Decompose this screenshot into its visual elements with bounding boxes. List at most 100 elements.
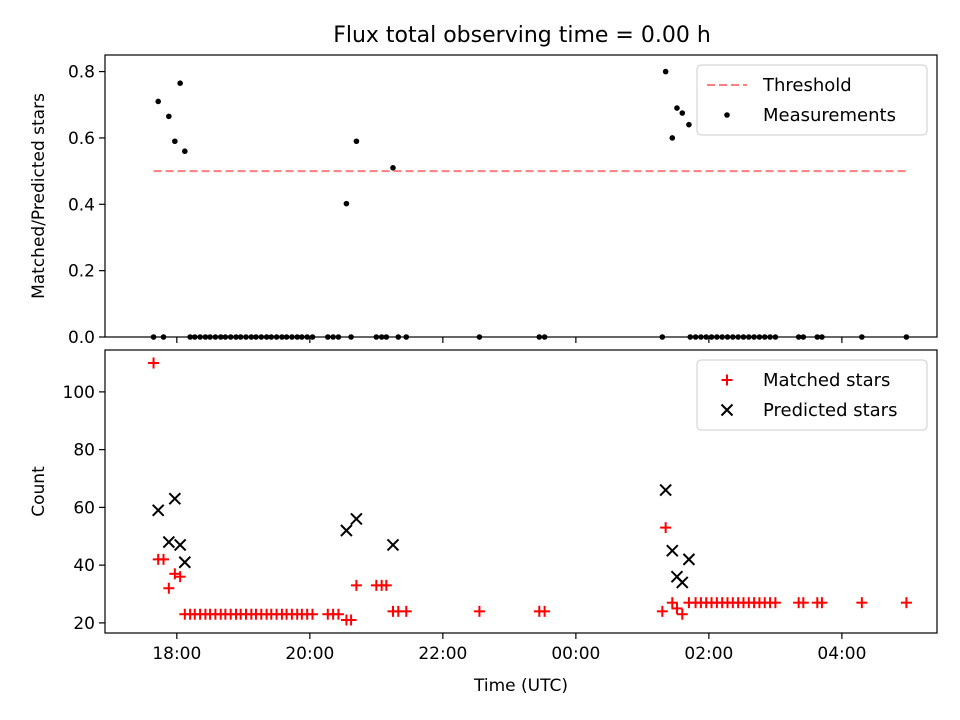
measurement-point xyxy=(698,334,704,340)
measurement-point xyxy=(724,334,731,340)
measurement-point xyxy=(202,334,209,340)
y-tick-label: 60 xyxy=(73,498,95,518)
x-tick-label: 00:00 xyxy=(551,644,600,664)
x-tick-label: 18:00 xyxy=(152,644,201,664)
measurement-point xyxy=(659,334,666,340)
legend-box xyxy=(696,359,928,431)
x-tick-label: 22:00 xyxy=(418,644,467,664)
measurement-point xyxy=(348,334,354,340)
x-b xyxy=(386,538,400,552)
x-b xyxy=(168,492,182,505)
measurement-point xyxy=(703,334,710,340)
y-tick-label: 0.6 xyxy=(68,129,95,149)
x-b xyxy=(350,512,363,526)
legend-predicted-handle xyxy=(720,403,734,417)
x-b xyxy=(682,553,696,566)
measurement-point xyxy=(708,334,715,340)
measurement-point xyxy=(745,334,752,340)
x-tick-label: 02:00 xyxy=(684,644,733,664)
measurement-point xyxy=(248,334,255,340)
measurement-point xyxy=(299,334,305,340)
y-axis-label: Count xyxy=(29,466,49,517)
measurement-point xyxy=(687,334,694,340)
measurement-point xyxy=(373,334,380,340)
measurement-point xyxy=(669,135,676,141)
measurement-point xyxy=(395,334,402,340)
measurement-point xyxy=(217,334,224,340)
y-axis-label: Matched/Predicted stars xyxy=(29,93,49,299)
legend-label: Threshold xyxy=(762,75,852,96)
measurement-point xyxy=(268,334,275,340)
y-tick-label: 0.2 xyxy=(68,262,95,282)
bottom-axes-frame xyxy=(104,349,938,634)
measurement-point xyxy=(207,334,213,340)
x-tick-label: 20:00 xyxy=(285,644,334,664)
measurement-point xyxy=(679,110,686,116)
measurement-point xyxy=(212,334,219,340)
measurement-point xyxy=(859,334,865,340)
measurement-point xyxy=(258,334,265,340)
measurement-point xyxy=(187,334,193,340)
measurement-point xyxy=(735,334,741,340)
measurement-point xyxy=(197,334,203,340)
x-tick-label: 04:00 xyxy=(817,644,866,664)
top-panel: 0.0 0.2 0.4 0.6 0.8 Matched/Predicted stars Th… xyxy=(29,54,938,348)
measurement-point xyxy=(903,334,910,340)
measurement-point xyxy=(172,138,178,145)
measurement-point xyxy=(233,334,239,340)
measurement-point xyxy=(536,334,543,340)
measurement-point xyxy=(383,334,390,340)
x-b xyxy=(340,524,353,537)
measurement-point xyxy=(343,200,350,207)
matched-star-point xyxy=(676,608,688,620)
matched-star-point xyxy=(158,553,170,565)
matched-star-point xyxy=(900,597,912,609)
matched-star-point xyxy=(660,522,672,534)
measurement-point xyxy=(686,121,692,128)
legend-label: Matched stars xyxy=(763,370,890,391)
measurement-point xyxy=(166,113,172,120)
matched-star-point xyxy=(148,357,160,369)
measurement-point xyxy=(390,165,396,171)
matched-star-point xyxy=(345,614,357,626)
measurement-point xyxy=(761,334,768,340)
x-b xyxy=(162,535,176,549)
measurement-point xyxy=(243,334,249,340)
x-b xyxy=(659,483,672,497)
predicted-star-point xyxy=(676,576,689,589)
figure-title: Flux total observing time = 0.00 h xyxy=(333,23,711,48)
measurement-point xyxy=(150,334,157,340)
predicted-star-point xyxy=(682,553,696,566)
matched-star-point xyxy=(816,597,828,609)
x-b xyxy=(676,576,689,589)
measurement-point xyxy=(330,334,336,340)
matched-star-point xyxy=(174,571,186,583)
measurement-point xyxy=(767,334,773,340)
measurement-point xyxy=(541,334,548,340)
measurement-point xyxy=(674,105,680,111)
legend-label: Measurements xyxy=(763,105,896,126)
matched-star-point xyxy=(671,602,683,614)
measurement-point xyxy=(237,334,244,340)
measurement-point xyxy=(353,138,360,145)
measurement-point xyxy=(800,334,807,340)
top-axes-frame xyxy=(104,54,938,338)
measurement-point xyxy=(719,334,725,340)
predicted-star-point xyxy=(350,512,363,526)
matched-star-point xyxy=(769,597,781,609)
y-tick-label: 80 xyxy=(73,441,95,461)
measurement-point xyxy=(730,334,736,340)
predicted-star-point xyxy=(666,544,679,557)
measurement-point xyxy=(309,334,316,340)
measurement-point xyxy=(294,334,301,340)
measurement-point xyxy=(751,334,757,340)
measurement-point xyxy=(324,334,331,340)
measurement-point xyxy=(378,334,385,340)
measurement-point xyxy=(795,334,802,340)
matched-star-point xyxy=(856,597,868,609)
x-b xyxy=(666,544,679,557)
bottom-legend: Matched stars Predicted stars xyxy=(696,359,928,431)
measurement-point xyxy=(182,148,188,155)
y-tick-label: 0.4 xyxy=(68,195,95,215)
y-tick-label: 0.8 xyxy=(68,63,95,83)
